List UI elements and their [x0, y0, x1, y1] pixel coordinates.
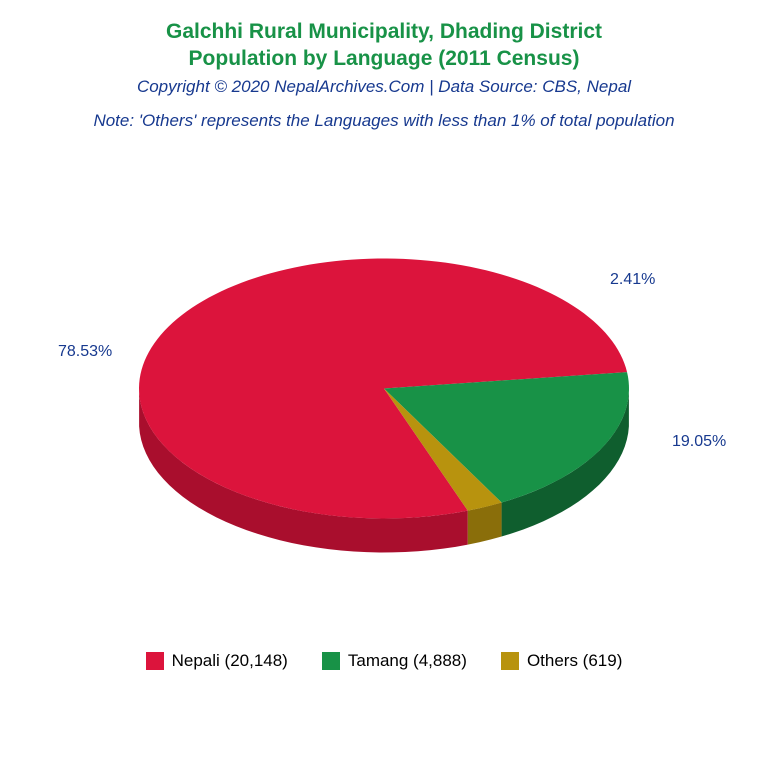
legend-item: Others (619) [501, 651, 622, 671]
title-line-1: Galchhi Rural Municipality, Dhading Dist… [166, 20, 602, 43]
pct-label-others: 2.41% [610, 271, 655, 289]
chart-title: Galchhi Rural Municipality, Dhading Dist… [0, 18, 768, 73]
legend-label: Nepali (20,148) [172, 651, 288, 671]
pct-label-tamang: 19.05% [672, 433, 726, 451]
pie-svg [104, 218, 664, 578]
pie-chart: 78.53% 19.05% 2.41% [0, 161, 768, 641]
legend-item: Nepali (20,148) [146, 651, 288, 671]
legend-label: Tamang (4,888) [348, 651, 467, 671]
legend: Nepali (20,148) Tamang (4,888) Others (619… [0, 651, 768, 671]
legend-item: Tamang (4,888) [322, 651, 467, 671]
legend-swatch [501, 652, 519, 670]
title-line-2: Population by Language (2011 Census) [189, 47, 580, 70]
legend-swatch [146, 652, 164, 670]
pie-svg-wrap [104, 218, 664, 583]
legend-swatch [322, 652, 340, 670]
chart-subtitle: Copyright © 2020 NepalArchives.Com | Dat… [0, 77, 768, 97]
pie-tops [139, 258, 629, 518]
chart-header: Galchhi Rural Municipality, Dhading Dist… [0, 0, 768, 131]
chart-note: Note: 'Others' represents the Languages … [0, 111, 768, 131]
pct-label-nepali: 78.53% [58, 343, 112, 361]
legend-label: Others (619) [527, 651, 622, 671]
